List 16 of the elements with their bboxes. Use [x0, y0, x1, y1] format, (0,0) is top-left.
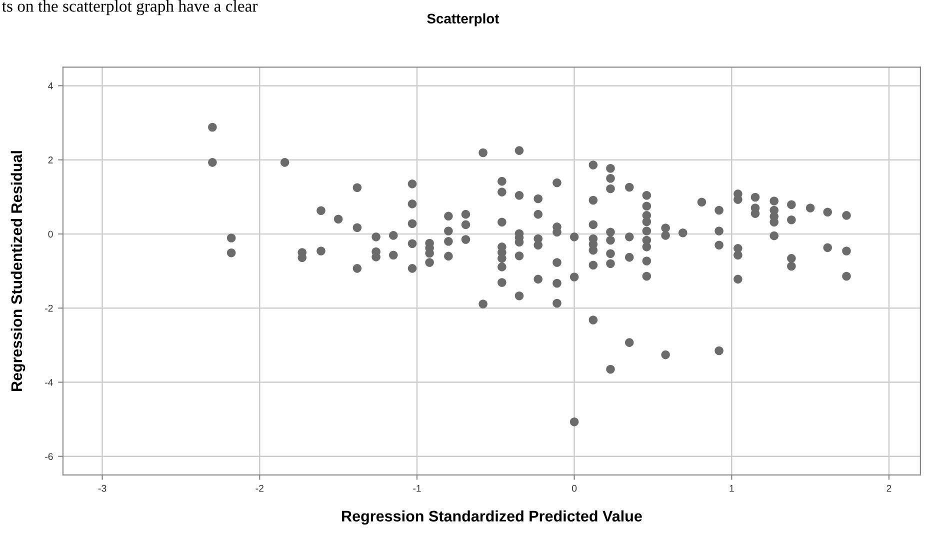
y-tick-label: -2	[45, 304, 53, 312]
y-tick-label: -6	[45, 453, 53, 460]
y-tick-label: -4	[45, 379, 53, 386]
y-tick-label: 4	[48, 82, 53, 90]
x-tick-label: -1	[413, 484, 421, 492]
x-tick-label: 0	[572, 484, 577, 492]
x-axis-title: Regression Standardized Predicted Value	[342, 510, 642, 525]
x-tick-label: 2	[886, 484, 892, 492]
x-tick-label: -3	[98, 484, 106, 492]
text: ts on the scatterplot graph have a clear	[2, 0, 258, 16]
y-tick-label: 0	[48, 230, 53, 238]
y-tick-label: 2	[48, 156, 53, 164]
x-tick-label: 1	[730, 484, 734, 492]
x-tick-label: -2	[256, 484, 264, 492]
y-axis-title: Regression Studentized Residual	[10, 151, 26, 391]
chart-title: Scatterplot	[427, 13, 500, 26]
